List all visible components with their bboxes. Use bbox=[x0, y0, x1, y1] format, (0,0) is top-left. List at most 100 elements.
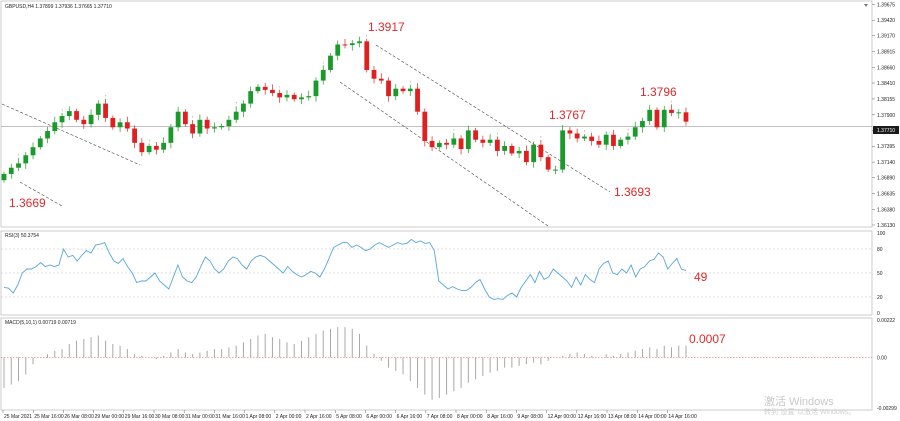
annotation-recent-high: 1.3796 bbox=[640, 85, 677, 99]
candle-bear bbox=[567, 130, 573, 134]
candle-bull bbox=[37, 138, 43, 148]
scroll-marker-icon[interactable] bbox=[864, 4, 868, 7]
price-y-tick-label: 1.39170 bbox=[877, 34, 895, 40]
x-tick-label: 8 Apr 16:00 bbox=[487, 414, 513, 420]
candle-bull bbox=[451, 138, 457, 145]
candle-bear bbox=[415, 88, 420, 112]
candle-bear bbox=[270, 89, 275, 94]
candle-bear bbox=[545, 157, 551, 170]
candle-bear bbox=[204, 119, 210, 129]
macd-panel: 0.00222 0.00 -0.00299 bbox=[1, 318, 897, 412]
fractal-marker: ↑ bbox=[192, 115, 194, 120]
macd-panel-frame bbox=[0, 317, 873, 411]
candle-bear bbox=[103, 103, 108, 118]
candle-bull bbox=[487, 139, 493, 143]
candle-bear bbox=[458, 138, 464, 150]
annotation-swing-high: 1.3767 bbox=[549, 108, 586, 122]
candle-bull bbox=[117, 122, 123, 128]
rsi-title: RSI(3) 50.3754 bbox=[5, 233, 39, 239]
price-y-tick-label: 1.36130 bbox=[877, 223, 895, 229]
price-y-tick-label: 1.37900 bbox=[877, 113, 895, 119]
candle-bear bbox=[654, 109, 660, 128]
x-tick-label: 12 Apr 16:00 bbox=[578, 414, 607, 420]
price-y-tick-label: 1.38915 bbox=[877, 50, 895, 56]
candle-bull bbox=[59, 116, 65, 123]
candle-bull bbox=[632, 127, 638, 137]
x-tick-label: 25 Mar 16:00 bbox=[34, 414, 64, 420]
fractal-marker: ↑ bbox=[235, 101, 237, 106]
candle-bear bbox=[277, 93, 283, 98]
candle-bull bbox=[146, 145, 152, 153]
candle-bull bbox=[299, 97, 304, 100]
price-y-tick-label: 1.38410 bbox=[877, 81, 895, 87]
x-tick-label: 25 Mar 2021 bbox=[4, 414, 32, 420]
fractal-marker: ↑ bbox=[409, 79, 411, 84]
candle-bull bbox=[676, 112, 682, 114]
rsi-line bbox=[3, 238, 687, 300]
candle-bear bbox=[574, 133, 580, 139]
candle-bear bbox=[190, 124, 196, 134]
candle-bull bbox=[618, 139, 624, 146]
candle-bear bbox=[596, 140, 602, 145]
candle-bear bbox=[342, 44, 348, 46]
rsi-y-tick-label: 50 bbox=[877, 271, 883, 277]
candle-bull bbox=[661, 109, 667, 128]
candle-bear bbox=[589, 136, 595, 141]
fractal-marker: ↑ bbox=[496, 131, 498, 136]
fractal-marker: ↑ bbox=[279, 84, 281, 89]
candle-bull bbox=[465, 130, 471, 150]
x-tick-label: 13 Apr 08:00 bbox=[608, 414, 637, 420]
candle-bear bbox=[110, 117, 116, 128]
candle-bull bbox=[313, 80, 319, 97]
fractal-marker: ↑ bbox=[627, 127, 629, 132]
candle-bear bbox=[509, 145, 515, 154]
candle-bull bbox=[168, 127, 174, 143]
candle-bull bbox=[197, 119, 203, 134]
fractal-marker: ↑ bbox=[18, 152, 20, 157]
candle-bull bbox=[226, 119, 232, 127]
candle-bull bbox=[255, 86, 261, 92]
candle-bull bbox=[248, 91, 254, 104]
rsi-panel: 100 80 50 20 0 bbox=[1, 231, 886, 317]
candle-bull bbox=[436, 142, 442, 148]
fractal-marker: ↑ bbox=[453, 127, 455, 132]
channel-line-lower bbox=[339, 81, 549, 227]
downtrend-line-left bbox=[1, 103, 141, 166]
rsi-y-tick-label: 0 bbox=[877, 311, 880, 317]
candle-bull bbox=[393, 88, 399, 97]
fractal-marker: ↑ bbox=[61, 107, 63, 112]
candle-bear bbox=[473, 130, 478, 140]
x-tick-label: 31 Mar 16:00 bbox=[215, 414, 245, 420]
fractal-marker: ↑ bbox=[366, 33, 368, 38]
price-y-tick-label: 1.38660 bbox=[877, 65, 895, 71]
price-y-tick-label: 1.38155 bbox=[877, 97, 895, 103]
channel-line-upper bbox=[375, 44, 611, 193]
price-y-tick-label: 1.36380 bbox=[877, 207, 895, 213]
candle-bear bbox=[386, 80, 391, 97]
current-price-tag bbox=[873, 126, 899, 134]
candle-bear bbox=[371, 69, 377, 79]
x-tick-label: 2 Apr 00:00 bbox=[276, 414, 302, 420]
macd-y-tick-label: 0.00 bbox=[877, 355, 887, 361]
candle-bear bbox=[153, 145, 159, 150]
fractal-marker: ↑ bbox=[322, 60, 324, 65]
macd-y-tick-label: -0.00299 bbox=[877, 406, 897, 412]
candle-bull bbox=[95, 103, 101, 115]
x-tick-label: 6 Apr 00:00 bbox=[366, 414, 392, 420]
candle-bear bbox=[400, 88, 406, 92]
candle-bull bbox=[161, 142, 167, 150]
candle-bear bbox=[669, 109, 674, 113]
candle-bull bbox=[241, 103, 246, 112]
candle-bear bbox=[444, 142, 449, 145]
fractal-marker: ↑ bbox=[148, 138, 150, 143]
price-panel: 1.39675 1.39420 1.39170 1.38915 1.38660 1.384… bbox=[1, 2, 895, 229]
candle-bull bbox=[516, 150, 522, 154]
candle-bear bbox=[494, 139, 500, 151]
price-title: GBPUSD,H4 1.37899 1.37936 1.37665 1.3771… bbox=[5, 4, 112, 10]
current-price-label: 1.37710 bbox=[877, 128, 895, 134]
candle-bull bbox=[175, 111, 181, 128]
price-y-tick-label: 1.37395 bbox=[877, 144, 895, 150]
